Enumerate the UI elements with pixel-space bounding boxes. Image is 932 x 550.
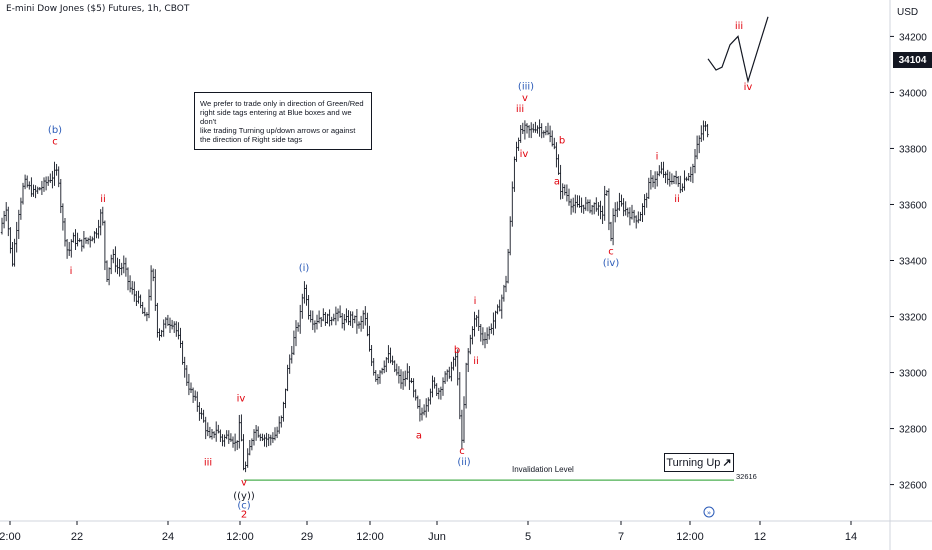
wave-label: v bbox=[522, 93, 528, 104]
scroll-to-realtime-icon bbox=[703, 506, 715, 518]
wave-label: c bbox=[459, 446, 465, 457]
wave-label: b bbox=[559, 135, 565, 146]
invalidation-value: 32616 bbox=[736, 472, 757, 481]
wave-label: i bbox=[656, 152, 659, 163]
y-tick-label: 34000 bbox=[899, 88, 927, 99]
x-tick-label: 29 bbox=[301, 531, 313, 543]
x-tick-label: 12:00 bbox=[676, 531, 704, 543]
scroll-to-realtime-glyph: » bbox=[707, 509, 711, 517]
wave-label: iv bbox=[237, 394, 246, 405]
currency-label: USD bbox=[897, 7, 919, 18]
x-tick-label: 12 bbox=[754, 531, 766, 543]
y-tick-label: 33800 bbox=[899, 144, 927, 155]
wave-label: c bbox=[608, 246, 614, 257]
wave-label: a bbox=[554, 176, 560, 187]
projection-path bbox=[707, 16, 769, 84]
x-tick-label: 24 bbox=[162, 531, 174, 543]
wave-label: ii bbox=[674, 194, 680, 205]
note-line: right side tags entering at Blue boxes a… bbox=[200, 108, 352, 126]
wave-label: ii bbox=[473, 356, 479, 367]
note-line: We prefer to trade only in direction of … bbox=[200, 99, 364, 108]
wave-label: (ii) bbox=[457, 457, 470, 468]
wave-label: ii bbox=[100, 194, 106, 205]
y-tick-label: 32600 bbox=[899, 481, 927, 492]
x-tick-label: 2:00 bbox=[0, 531, 21, 543]
note-line: the direction of Right side tags bbox=[200, 135, 303, 144]
y-tick-label: 32800 bbox=[899, 425, 927, 436]
last-price-tag: 34104 bbox=[893, 52, 932, 68]
wave-label: 2 bbox=[241, 510, 247, 521]
invalidation-label: Invalidation Level bbox=[512, 465, 574, 474]
y-tick-label: 33600 bbox=[899, 200, 927, 211]
wave-label: a bbox=[416, 431, 422, 442]
strategy-note: We prefer to trade only in direction of … bbox=[194, 92, 372, 150]
wave-label: iv bbox=[744, 82, 753, 93]
wave-label: c bbox=[52, 137, 58, 148]
y-tick-label: 34200 bbox=[899, 32, 927, 43]
x-tick-label: 12:00 bbox=[356, 531, 384, 543]
wave-label: iii bbox=[735, 21, 743, 32]
chart-title: E-mini Dow Jones ($5) Futures, 1h, CBOT bbox=[6, 4, 190, 14]
y-tick-label: 33200 bbox=[899, 313, 927, 324]
y-tick-label: 33000 bbox=[899, 369, 927, 380]
wave-label: v bbox=[241, 478, 247, 489]
x-tick-label: 12:00 bbox=[226, 531, 254, 543]
wave-label: ((y)) bbox=[233, 491, 255, 502]
wave-label: iii bbox=[204, 458, 212, 469]
turning-up-badge: Turning Up ↗ bbox=[664, 453, 734, 472]
wave-label: (iv) bbox=[603, 258, 620, 269]
x-tick-label: 22 bbox=[71, 531, 83, 543]
wave-label: (iii) bbox=[518, 82, 534, 93]
x-tick-label: 14 bbox=[845, 531, 857, 543]
wave-label: i bbox=[474, 296, 477, 307]
wave-label: (b) bbox=[48, 125, 62, 136]
y-tick-label: 33400 bbox=[899, 257, 927, 268]
note-line: like trading Turning up/down arrows or a… bbox=[200, 126, 356, 135]
wave-label: (i) bbox=[299, 263, 310, 274]
x-tick-label: Jun bbox=[428, 531, 446, 543]
x-tick-label: 7 bbox=[618, 531, 624, 543]
wave-label: b bbox=[454, 345, 460, 356]
arrow-up-right-icon: ↗ bbox=[722, 457, 732, 469]
wave-label: (c) bbox=[237, 500, 250, 511]
wave-label: iii bbox=[516, 104, 524, 115]
x-tick-label: 5 bbox=[525, 531, 531, 543]
wave-label: i bbox=[70, 266, 73, 277]
turning-up-label: Turning Up bbox=[666, 456, 721, 469]
wave-label: iv bbox=[520, 149, 529, 160]
